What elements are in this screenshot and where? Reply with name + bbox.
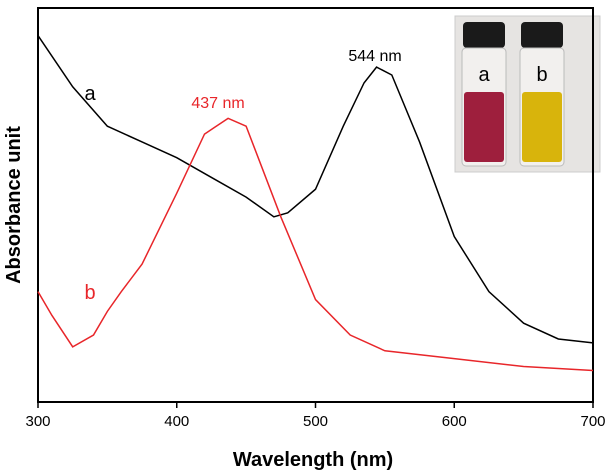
annotation: 437 nm <box>191 95 244 112</box>
x-tick-label: 500 <box>303 413 328 430</box>
inset-photo <box>454 15 601 173</box>
series-label: a <box>84 83 96 105</box>
series-label: b <box>84 282 95 304</box>
x-tick-label: 700 <box>580 413 605 430</box>
inset-label: b <box>536 64 547 86</box>
series-line <box>37 35 594 344</box>
x-tick-label: 300 <box>25 413 50 430</box>
x-axis-label: Wavelength (nm) <box>233 449 393 471</box>
series-line <box>37 117 594 372</box>
annotation: 544 nm <box>348 48 401 65</box>
x-tick-label: 400 <box>164 413 189 430</box>
y-axis-label: Absorbance unit <box>3 126 25 284</box>
inset-label: a <box>478 64 490 86</box>
x-tick-label: 600 <box>442 413 467 430</box>
